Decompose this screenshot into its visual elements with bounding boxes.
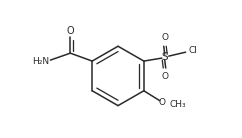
Text: O: O	[161, 33, 168, 42]
Text: O: O	[67, 26, 74, 36]
Text: S: S	[161, 52, 168, 62]
Text: CH₃: CH₃	[170, 100, 186, 109]
Text: O: O	[158, 98, 165, 107]
Text: H₂N: H₂N	[32, 57, 49, 66]
Text: Cl: Cl	[189, 46, 197, 55]
Text: O: O	[161, 72, 168, 81]
